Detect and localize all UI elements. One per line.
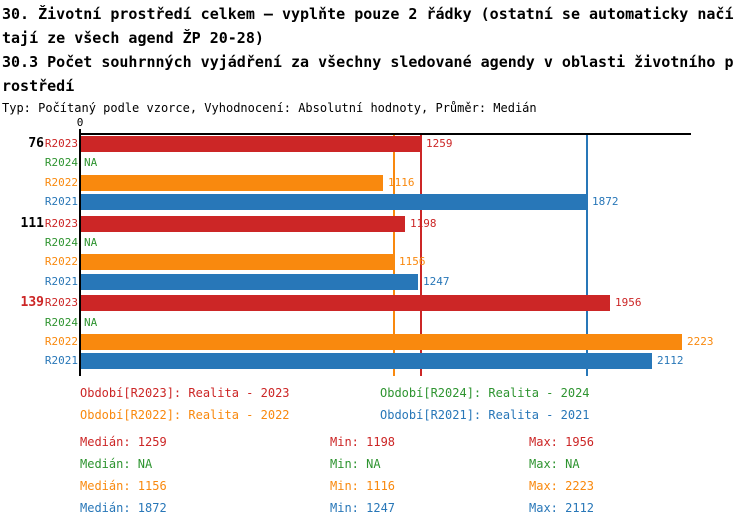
bar-r2021: [81, 353, 652, 370]
stats-row-r2021: Medián: 1872 Min: 1247 Max: 2112: [80, 497, 594, 519]
row-series-label: R2021: [44, 195, 78, 209]
bar-row: 76 R2023 1259: [0, 136, 750, 155]
row-series-label: R2021: [44, 274, 78, 288]
stats-max-value: Max: 1956: [529, 435, 595, 449]
stats-median-value: Medián: NA: [80, 457, 153, 471]
legend-item-r2023: Období[R2023]: Realita - 2023: [80, 386, 290, 400]
bar-r2022: [81, 333, 682, 350]
stats-max-value: Max: 2112: [529, 501, 595, 515]
bar-r2021: [81, 194, 587, 211]
bar-row: R2024 NA: [0, 315, 750, 334]
x-axis-zero-tick: 0: [76, 116, 84, 129]
median-line-r2023: [420, 135, 422, 376]
stats-min-value: Min: 1198: [330, 435, 396, 449]
row-series-label: R2024: [44, 315, 78, 329]
bar-row: 139 R2023 1956: [0, 295, 750, 314]
stats-median-value: Medián: 1259: [80, 435, 167, 449]
median-line-r2022: [393, 135, 395, 376]
stats-row-r2023: Medián: 1259 Min: 1198 Max: 1956: [80, 431, 594, 453]
bar-value-label: NA: [84, 235, 98, 249]
bar-row: R2022 1116: [0, 174, 750, 194]
bar-value-label: 1198: [410, 216, 437, 230]
row-series-label: R2021: [44, 354, 78, 368]
stats-min-value: Min: 1116: [330, 479, 396, 493]
report-header: 30. Životní prostředí celkem – vyplňte p…: [2, 2, 750, 116]
row-series-label: R2023: [44, 296, 78, 310]
bar-r2023: [81, 295, 610, 312]
row-series-label: R2024: [44, 235, 78, 249]
bar-value-label: 1247: [423, 274, 450, 288]
stats-row-r2022: Medián: 1156 Min: 1116 Max: 2223: [80, 475, 594, 497]
bar-value-label: 1116: [388, 175, 415, 189]
y-axis-line: [79, 129, 81, 376]
row-series-label: R2022: [44, 334, 78, 348]
bar-groups: 76 R2023 1259 R2024 NA R2022 1116 R2021 1872 111 R…: [0, 136, 750, 375]
bar-value-label: 1956: [615, 296, 642, 310]
bar-row: 111 R2023 1198: [0, 215, 750, 235]
bar-value-label: 2223: [687, 334, 714, 348]
group-number-label: 111: [20, 215, 44, 231]
group-number-label: 139: [20, 295, 44, 311]
bar-value-label: 2112: [657, 354, 684, 368]
group-number-label: 76: [28, 136, 44, 151]
chart-stats: Medián: 1259 Min: 1198 Max: 1956 Medián: NA…: [80, 431, 594, 519]
bar-group: 139 R2023 1956 R2024 NA R2022 2223 R2021 2112: [0, 295, 750, 373]
bar-r2023: [81, 215, 405, 232]
stats-max-value: Max: 2223: [529, 479, 595, 493]
bar-row: R2022 1156: [0, 254, 750, 273]
bar-value-label: 1259: [426, 137, 453, 150]
chart-meta-line: Typ: Počítaný podle vzorce, Vyhodnocení:…: [2, 101, 537, 115]
bar-row: R2022 2223: [0, 333, 750, 353]
row-series-label: R2022: [44, 175, 78, 189]
stats-median-value: Medián: 1872: [80, 501, 167, 515]
title-line-1: 30. Životní prostředí celkem – vyplňte p…: [2, 5, 734, 23]
stats-median-value: Medián: 1156: [80, 479, 167, 493]
median-line-r2021: [586, 135, 588, 376]
bar-group: 111 R2023 1198 R2024 NA R2022 1156 R2021 1247: [0, 215, 750, 294]
x-axis-line: [79, 133, 691, 135]
title-line-4: rostředí: [2, 77, 75, 95]
bar-value-label: NA: [84, 315, 98, 329]
bar-value-label: 1872: [592, 195, 619, 209]
title-line-2: tají ze všech agend ŽP 20-28): [2, 29, 264, 47]
bar-r2022: [81, 254, 394, 271]
bar-r2023: [81, 136, 421, 152]
bar-row: R2021 2112: [0, 353, 750, 372]
row-series-label: R2022: [44, 255, 78, 269]
bar-group: 76 R2023 1259 R2024 NA R2022 1116 R2021 1872: [0, 136, 750, 214]
legend-item-r2022: Období[R2022]: Realita - 2022: [80, 407, 290, 422]
stats-min-value: Min: NA: [330, 457, 381, 471]
row-series-label: R2023: [44, 216, 78, 230]
legend-item-r2024: Období[R2024]: Realita - 2024: [380, 386, 590, 400]
bar-row: R2021 1247: [0, 273, 750, 293]
row-series-label: R2024: [44, 156, 78, 170]
bar-row: R2024 NA: [0, 235, 750, 254]
bar-r2022: [81, 174, 383, 191]
bar-row: R2021 1872: [0, 194, 750, 213]
stats-min-value: Min: 1247: [330, 501, 396, 515]
legend-item-r2021: Období[R2021]: Realita - 2021: [380, 407, 590, 422]
bar-r2021: [81, 273, 418, 290]
title-line-3: 30.3 Počet souhrnných vyjádření za všech…: [2, 53, 734, 71]
stats-max-value: Max: NA: [529, 457, 580, 471]
row-series-label: R2023: [44, 137, 78, 150]
bar-value-label: NA: [84, 156, 98, 170]
bar-row: R2024 NA: [0, 155, 750, 174]
bar-value-label: 1156: [399, 255, 426, 269]
stats-row-r2024: Medián: NA Min: NA Max: NA: [80, 453, 594, 475]
chart-legend: Období[R2023]: Realita - 2023 Období[R202…: [80, 383, 590, 426]
